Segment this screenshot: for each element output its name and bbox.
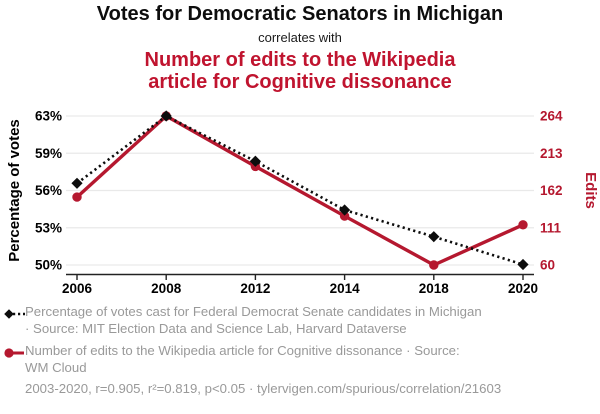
red-circle-solid-line-icon	[4, 348, 24, 358]
y-tick-label-right: 111	[540, 220, 562, 235]
edits-series-marker	[339, 211, 350, 221]
y-tick-label-left: 56%	[35, 183, 62, 198]
legend-edits-line1: Number of edits to the Wikipedia article…	[25, 343, 460, 358]
x-tick-label: 2014	[330, 281, 361, 296]
legend-text-votes: Percentage of votes cast for Federal Dem…	[25, 304, 482, 337]
chart-plot-area: 63% 264 59% 213 56% 162 53% 111 50% 60 2006 2008 201…	[6, 109, 599, 297]
left-axis-title: Percentage of votes	[6, 119, 23, 262]
chart-canvas: 63% 264 59% 213 56% 162 53% 111 50% 60 2006 2008 201…	[6, 109, 599, 297]
votes-series-marker	[517, 258, 529, 271]
y-tick-label-right: 60	[540, 258, 555, 273]
subtitle-line-1: Number of edits to the Wikipedia	[144, 49, 456, 71]
edits-series-marker	[518, 220, 528, 230]
x-tick-label: 2012	[240, 281, 270, 296]
legend-item-votes: Percentage of votes cast for Federal Dem…	[3, 304, 597, 337]
edits-series-marker	[72, 192, 82, 202]
legend-edits-line2: WM Cloud	[25, 359, 87, 375]
edits-series-marker	[429, 260, 439, 270]
legend-text-edits: Number of edits to the Wikipedia article…	[25, 343, 460, 376]
subtitle-line-2: article for Cognitive dissonance	[148, 71, 452, 93]
legend-votes-line1: Percentage of votes cast for Federal Dem…	[25, 304, 482, 319]
votes-series-marker	[428, 231, 440, 243]
votes-series-marker	[160, 110, 172, 122]
y-tick-label-left: 50%	[35, 258, 62, 273]
votes-series-marker	[339, 204, 351, 216]
black-diamond-dotted-line-icon	[4, 309, 25, 319]
page-title: Votes for Democratic Senators in Michiga…	[96, 3, 504, 25]
x-tick-label: 2008	[151, 281, 182, 296]
x-tick-label: 2006	[62, 281, 93, 296]
y-tick-label-left: 53%	[35, 220, 62, 235]
legend-item-edits: Number of edits to the Wikipedia article…	[3, 343, 597, 376]
stats-and-source-url: 2003-2020, r=0.905, r²=0.819, p<0.05 · t…	[25, 381, 502, 396]
y-tick-label-right: 213	[540, 146, 563, 161]
y-tick-label-left: 59%	[35, 146, 62, 161]
y-tick-label-right: 162	[540, 183, 563, 198]
chart-legend: Percentage of votes cast for Federal Dem…	[3, 304, 597, 382]
x-tick-label: 2020	[508, 281, 538, 296]
votes-series-marker	[71, 177, 83, 189]
votes-series-marker	[249, 155, 261, 167]
legend-votes-line2: · Source: MIT Election Data and Science …	[25, 320, 407, 336]
x-tick-label: 2018	[419, 281, 450, 296]
edits-series-line	[75, 113, 524, 267]
y-tick-label-right: 264	[540, 109, 563, 124]
chart-subtitle: Number of edits to the Wikipedia article…	[0, 49, 600, 93]
y-tick-label-left: 63%	[35, 109, 62, 124]
right-axis-title: Edits	[582, 172, 599, 209]
correlates-with-label: correlates with	[258, 30, 342, 45]
